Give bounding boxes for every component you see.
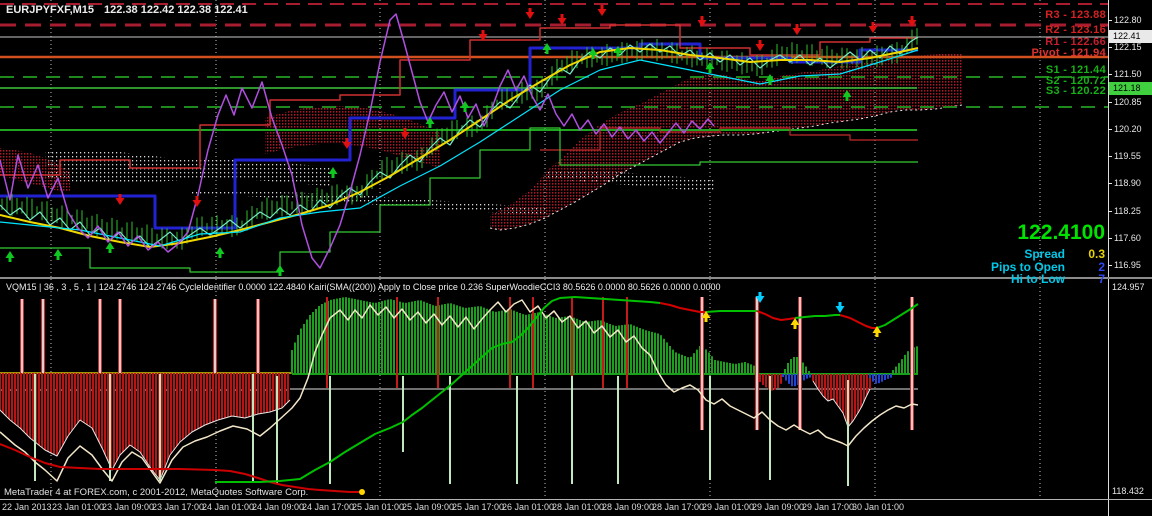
time-axis-label: 25 Jan 17:00 <box>452 502 505 512</box>
time-axis-label: 25 Jan 09:00 <box>402 502 455 512</box>
pips-to-open-row: Pips to Open 2 <box>885 260 1105 274</box>
pivot-label: R3 - 123.88 <box>1045 9 1106 21</box>
pivot-label: S1 - 121.44 <box>1045 64 1106 76</box>
big-current-price: 122.4100 <box>1017 221 1105 244</box>
timeline-divider <box>0 499 1152 500</box>
copyright-text: MetaTrader 4 at FOREX.com, c 2001-2012, … <box>4 487 309 498</box>
time-axis-label: 23 Jan 09:00 <box>102 502 155 512</box>
main-price-chart[interactable] <box>0 0 1108 277</box>
time-axis-label: 22 Jan 2013 <box>2 502 52 512</box>
y-axis-label: 120.20 <box>1114 124 1142 134</box>
indicator-subwindow-chart[interactable] <box>0 279 1108 499</box>
time-axis-label: 25 Jan 01:00 <box>352 502 405 512</box>
sub-axis-min: 118.432 <box>1112 486 1144 496</box>
spread-value: 0.3 <box>1088 247 1105 261</box>
hi-to-low-label: Hi to Low <box>1011 272 1065 286</box>
y-axis-label: 117.60 <box>1114 233 1141 243</box>
y-axis-label: 118.90 <box>1114 178 1141 188</box>
y-axis-label: 122.80 <box>1114 15 1142 25</box>
indicator-values-header: VQM15 | 36 , 3 , 5 , 1 | 124.2746 124.27… <box>6 282 721 292</box>
time-axis-label: 24 Jan 01:00 <box>202 502 255 512</box>
time-axis-label: 28 Jan 09:00 <box>602 502 655 512</box>
y-axis-label: 122.15 <box>1114 42 1142 52</box>
pivot-label: S3 - 120.22 <box>1045 85 1106 97</box>
y-axis-tick <box>1108 183 1112 184</box>
pivot-label: R1 - 122.66 <box>1045 36 1106 48</box>
symbol-period-label: EURJPYFXF,M15 <box>6 4 95 16</box>
sub-axis-max: 124.957 <box>1112 282 1145 292</box>
y-axis-tick <box>1108 102 1112 103</box>
y-axis-tick <box>1108 47 1112 48</box>
time-axis-label: 24 Jan 09:00 <box>252 502 305 512</box>
hi-to-low-value: 7 <box>1098 272 1105 286</box>
time-axis-label: 23 Jan 17:00 <box>152 502 205 512</box>
time-axis-label: 29 Jan 09:00 <box>752 502 805 512</box>
time-axis-label: 30 Jan 01:00 <box>852 502 905 512</box>
spread-label: Spread <box>1024 247 1065 261</box>
time-axis-label: 29 Jan 01:00 <box>702 502 755 512</box>
y-axis-tick <box>1108 211 1112 212</box>
current-price-tag: 122.41 <box>1109 30 1152 43</box>
y-axis-tick <box>1108 20 1112 21</box>
time-axis-label: 26 Jan 01:00 <box>502 502 555 512</box>
pips-to-open-label: Pips to Open <box>990 260 1065 274</box>
y-axis-tick <box>1108 265 1112 266</box>
green-level-tag: 121.18 <box>1109 82 1152 95</box>
pivot-label: Pivot - 121.94 <box>1031 47 1106 59</box>
pivot-label: S2 - 120.72 <box>1045 75 1106 87</box>
time-axis-label: 28 Jan 01:00 <box>552 502 605 512</box>
hi-to-low-row: Hi to Low 7 <box>885 272 1105 286</box>
time-axis-label: 24 Jan 17:00 <box>302 502 355 512</box>
y-axis-label: 118.25 <box>1114 206 1141 216</box>
y-axis-tick <box>1108 156 1112 157</box>
spread-row: Spread 0.3 <box>885 247 1105 261</box>
pips-to-open-value: 2 <box>1098 260 1105 274</box>
y-axis-tick <box>1108 129 1112 130</box>
pivot-label: R2 - 123.16 <box>1045 24 1106 36</box>
y-axis-label: 120.85 <box>1114 97 1142 107</box>
y-axis-label: 119.55 <box>1114 151 1141 161</box>
subwindow-divider[interactable] <box>0 277 1152 279</box>
chart-title: EURJPYFXF,M15 122.38 122.42 122.38 122.41 <box>6 4 248 16</box>
y-axis-tick <box>1108 238 1112 239</box>
price-axis-border <box>1108 0 1109 516</box>
ohlc-values: 122.38 122.42 122.38 122.41 <box>104 4 248 16</box>
y-axis-tick <box>1108 74 1112 75</box>
y-axis-label: 116.95 <box>1114 260 1141 270</box>
time-axis-label: 29 Jan 17:00 <box>802 502 855 512</box>
time-axis-label: 28 Jan 17:00 <box>652 502 705 512</box>
y-axis-label: 121.50 <box>1114 69 1142 79</box>
time-axis-label: 23 Jan 01:00 <box>52 502 105 512</box>
